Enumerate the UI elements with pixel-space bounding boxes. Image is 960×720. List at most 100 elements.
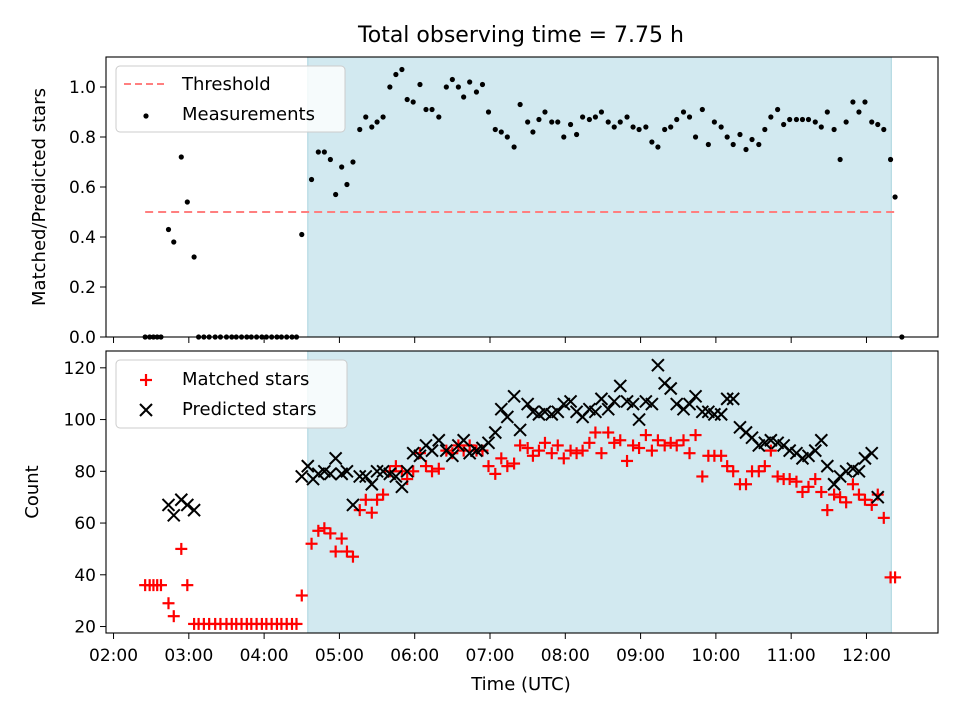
matched-stars-point bbox=[482, 460, 495, 473]
matched-stars-point bbox=[627, 439, 640, 452]
measurement-point bbox=[321, 149, 327, 155]
matched-stars-point bbox=[389, 460, 402, 473]
predicted-stars-point bbox=[852, 464, 866, 479]
measurement-point bbox=[875, 121, 881, 128]
y-tick-label: 80 bbox=[74, 462, 96, 482]
matched-stars-point bbox=[621, 454, 634, 467]
measurement-point bbox=[333, 191, 339, 198]
measurement-point bbox=[549, 119, 555, 125]
matched-stars-point bbox=[371, 493, 384, 506]
chart-title: Total observing time = 7.75 h bbox=[357, 23, 684, 48]
measurement-point bbox=[649, 139, 655, 145]
legend-predicted-marker bbox=[139, 403, 153, 417]
matched-stars-point bbox=[664, 436, 677, 449]
measurement-point bbox=[561, 134, 567, 140]
measurement-point bbox=[374, 119, 380, 125]
matched-stars-point bbox=[677, 434, 690, 447]
measurement-point bbox=[831, 126, 837, 133]
measurement-point bbox=[171, 239, 177, 245]
matched-stars-point bbox=[526, 449, 539, 462]
matched-stars-point bbox=[576, 444, 589, 457]
matched-stars-point bbox=[645, 444, 658, 457]
measurement-point bbox=[429, 106, 435, 113]
matched-stars-point bbox=[715, 449, 728, 462]
measurement-point bbox=[184, 199, 190, 205]
measurement-point bbox=[624, 114, 630, 120]
matched-stars-point bbox=[508, 457, 521, 470]
predicted-stars-point bbox=[520, 397, 535, 411]
predicted-stars-point bbox=[500, 410, 515, 424]
matched-stars-point bbox=[889, 571, 902, 584]
matched-stars-point bbox=[538, 436, 551, 449]
predicted-stars-point bbox=[370, 464, 384, 479]
matched-stars-point bbox=[683, 447, 696, 460]
measurement-point bbox=[485, 109, 492, 115]
measurement-point bbox=[711, 119, 717, 125]
measurement-point bbox=[662, 126, 668, 133]
measurement-point bbox=[781, 121, 787, 128]
measurement-point bbox=[674, 116, 680, 123]
predicted-stars-point bbox=[323, 467, 338, 481]
measurement-point bbox=[856, 109, 862, 115]
measurement-point bbox=[850, 99, 856, 105]
predicted-stars-point bbox=[714, 407, 728, 422]
predicted-stars-point bbox=[588, 405, 603, 419]
predicted-stars-point bbox=[494, 402, 509, 416]
predicted-stars-point bbox=[445, 449, 460, 463]
matched-stars-point bbox=[290, 617, 303, 630]
measurement-point bbox=[724, 134, 730, 140]
y-tick-label: 0.0 bbox=[69, 328, 96, 348]
measurement-point bbox=[837, 156, 843, 163]
measurement-point bbox=[718, 124, 724, 130]
measurement-point bbox=[743, 146, 749, 153]
measurement-point bbox=[479, 81, 486, 88]
matched-stars-point bbox=[407, 465, 420, 478]
matched-stars-point bbox=[602, 426, 615, 439]
measurement-point bbox=[536, 116, 542, 123]
matched-stars-point bbox=[771, 470, 784, 483]
y-tick-label: 1.0 bbox=[69, 78, 96, 98]
predicted-stars-point bbox=[389, 469, 403, 484]
measurement-point bbox=[749, 136, 755, 143]
matched-stars-point bbox=[834, 491, 847, 504]
measurement-point bbox=[598, 109, 605, 115]
matched-stars-point bbox=[495, 452, 508, 465]
measurement-point bbox=[812, 119, 818, 125]
measurement-point bbox=[299, 231, 305, 238]
measurement-point bbox=[775, 106, 781, 113]
matched-stars-point bbox=[501, 460, 514, 473]
measurement-point bbox=[730, 141, 736, 148]
measurement-point bbox=[449, 76, 455, 83]
x-tick-label: 03:00 bbox=[164, 646, 213, 666]
measurement-point bbox=[799, 116, 806, 123]
predicted-stars-point bbox=[507, 389, 521, 403]
y-tick-label: 20 bbox=[74, 618, 96, 638]
measurement-point bbox=[567, 121, 574, 128]
x-tick-label: 09:00 bbox=[616, 646, 665, 666]
predicted-stars-point bbox=[594, 392, 609, 406]
predicted-stars-point bbox=[827, 477, 841, 491]
matched-stars-point bbox=[802, 480, 815, 493]
predicted-stars-point bbox=[295, 469, 309, 484]
matched-stars-point bbox=[758, 460, 771, 473]
matched-stars-point bbox=[595, 447, 608, 460]
matched-stars-point bbox=[865, 498, 878, 511]
measurement-point bbox=[668, 124, 674, 130]
matched-stars-point bbox=[721, 460, 734, 473]
measurement-point bbox=[793, 116, 800, 123]
measurement-point bbox=[404, 96, 410, 103]
predicted-stars-point bbox=[651, 358, 665, 372]
matched-stars-point bbox=[752, 465, 765, 478]
matched-stars-point bbox=[346, 550, 359, 563]
predicted-stars-point bbox=[301, 459, 315, 473]
legend-measurements-label: Measurements bbox=[182, 104, 315, 125]
measurement-point bbox=[511, 144, 517, 150]
predicted-stars-point bbox=[632, 412, 646, 427]
matched-stars-point bbox=[815, 486, 828, 498]
matched-stars-point bbox=[727, 465, 740, 478]
measurement-point bbox=[399, 66, 405, 73]
predicted-stars-point bbox=[167, 508, 181, 522]
matched-stars-point bbox=[589, 426, 602, 439]
legend-measurements-marker bbox=[143, 113, 149, 119]
y-tick-label: 0.2 bbox=[69, 278, 96, 298]
